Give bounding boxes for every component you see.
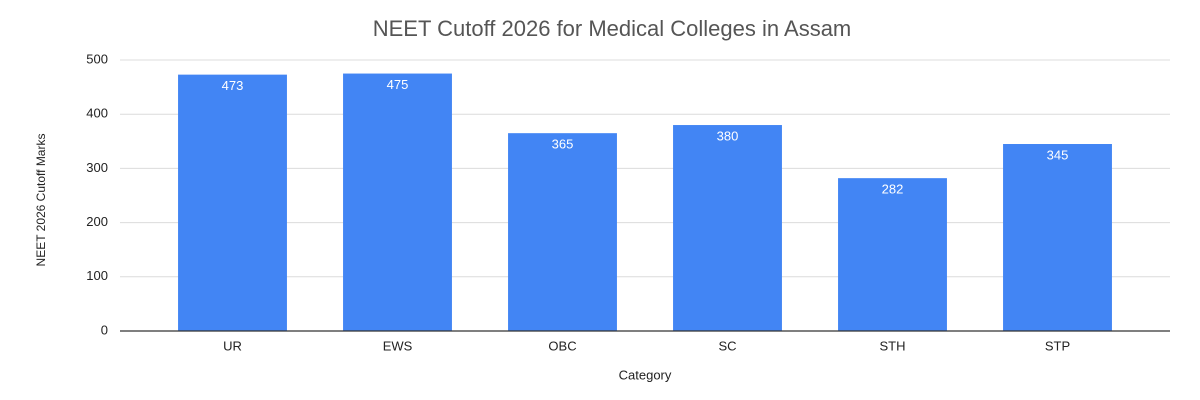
data-label: 365 bbox=[552, 137, 574, 152]
y-tick-label: 100 bbox=[86, 268, 108, 283]
x-tick-label: UR bbox=[223, 338, 242, 353]
bar bbox=[1003, 144, 1112, 331]
x-axis-label: Category bbox=[619, 367, 672, 382]
y-tick-label: 500 bbox=[86, 51, 108, 66]
bar bbox=[508, 133, 617, 331]
x-tick-label: STH bbox=[880, 338, 906, 353]
x-tick-label: SC bbox=[718, 338, 736, 353]
y-tick-label: 200 bbox=[86, 214, 108, 229]
chart-title: NEET Cutoff 2026 for Medical Colleges in… bbox=[373, 16, 852, 41]
x-tick-label: OBC bbox=[548, 338, 576, 353]
data-label: 282 bbox=[882, 182, 904, 197]
x-tick-label: STP bbox=[1045, 338, 1070, 353]
x-tick-label: EWS bbox=[383, 338, 413, 353]
data-label: 345 bbox=[1047, 147, 1069, 162]
bar bbox=[673, 125, 782, 331]
y-tick-label: 300 bbox=[86, 160, 108, 175]
y-tick-label: 0 bbox=[101, 322, 108, 337]
y-tick-label: 400 bbox=[86, 106, 108, 121]
bar bbox=[343, 73, 452, 332]
bar bbox=[178, 74, 287, 331]
bar bbox=[838, 178, 947, 331]
data-label: 380 bbox=[717, 128, 739, 143]
data-label: 475 bbox=[387, 77, 409, 92]
data-label: 473 bbox=[222, 78, 244, 93]
y-axis-label: NEET 2026 Cutoff Marks bbox=[34, 134, 48, 267]
